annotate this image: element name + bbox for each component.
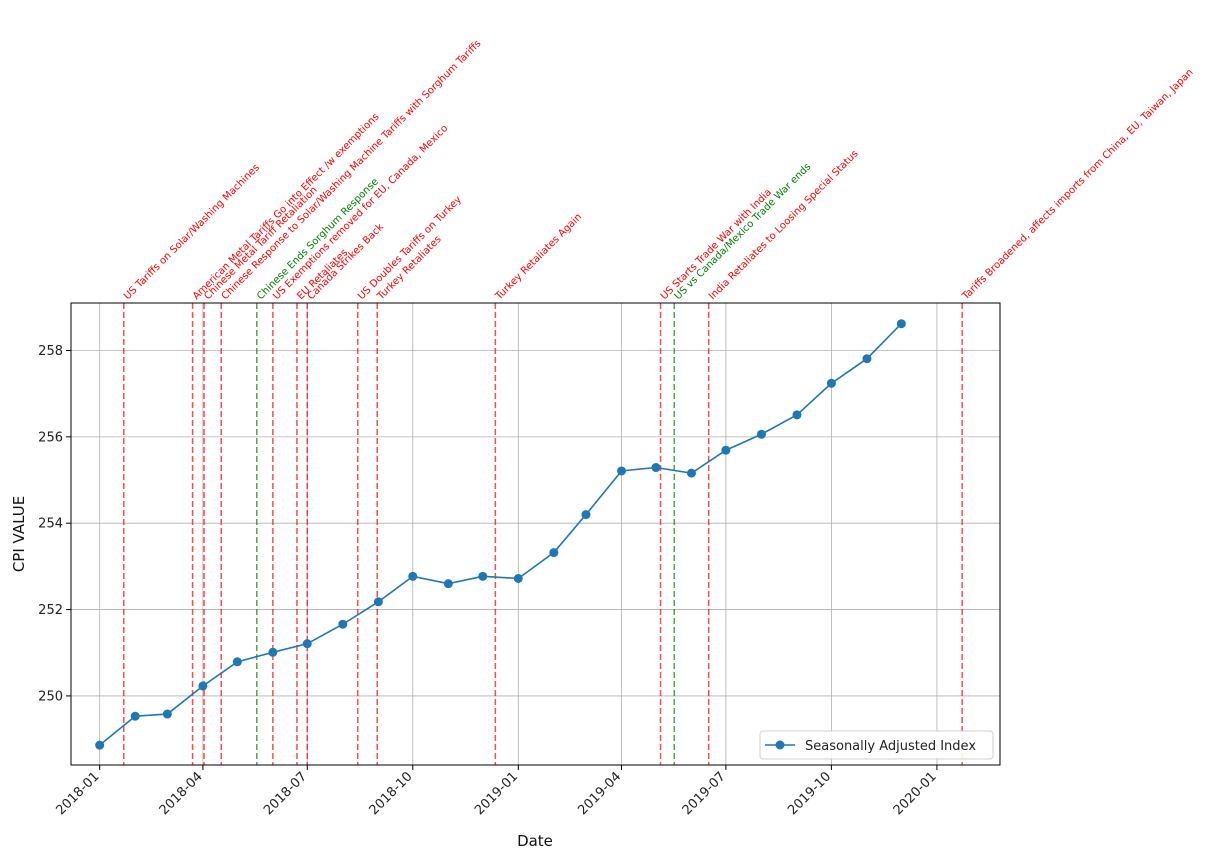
plot-frame bbox=[70, 302, 1001, 766]
data-point bbox=[617, 466, 627, 476]
legend-marker-swatch bbox=[775, 740, 785, 750]
data-point bbox=[130, 711, 140, 721]
series-line bbox=[99, 323, 902, 746]
data-point bbox=[95, 740, 105, 750]
data-point bbox=[302, 639, 312, 649]
data-point bbox=[162, 709, 172, 719]
y-axis: 250 252 254 256 258 bbox=[38, 344, 71, 704]
data-point bbox=[686, 468, 696, 478]
x-tick-label: 2018-04 bbox=[157, 769, 206, 818]
event-label: Turkey Retaliates Again bbox=[493, 212, 584, 303]
x-axis-label: Date bbox=[517, 832, 553, 850]
y-tick-label: 258 bbox=[38, 344, 63, 359]
data-point bbox=[792, 410, 802, 420]
data-point bbox=[443, 579, 453, 589]
legend: Seasonally Adjusted Index bbox=[759, 730, 994, 760]
x-tick-label: 2018-10 bbox=[367, 769, 416, 818]
x-tick-label: 2019-07 bbox=[680, 769, 729, 818]
legend-label: Seasonally Adjusted Index bbox=[805, 739, 976, 754]
x-tick-label: 2020-01 bbox=[891, 769, 940, 818]
data-point bbox=[232, 657, 242, 667]
event-label: US Doubles Tariffs on Turkey bbox=[356, 194, 464, 302]
data-point bbox=[268, 647, 278, 657]
data-point bbox=[862, 354, 872, 364]
grid-lines bbox=[71, 303, 1000, 765]
data-point bbox=[338, 619, 348, 629]
data-point bbox=[896, 319, 906, 329]
data-point bbox=[826, 378, 836, 388]
data-point bbox=[721, 445, 731, 455]
event-label: Tariffs Broadened, affects imports from … bbox=[960, 67, 1196, 303]
y-tick-label: 254 bbox=[38, 517, 63, 532]
series-layer bbox=[95, 319, 906, 750]
y-tick-label: 250 bbox=[38, 689, 63, 704]
x-tick-label: 2018-01 bbox=[53, 769, 102, 818]
data-point bbox=[549, 548, 559, 558]
data-point bbox=[756, 429, 766, 439]
x-tick-label: 2019-10 bbox=[785, 769, 834, 818]
x-axis: 2018-01 2018-04 2018-07 2018-10 2019-01 2019-… bbox=[53, 765, 940, 818]
x-tick-label: 2019-04 bbox=[575, 769, 624, 818]
data-point bbox=[373, 597, 383, 607]
data-point bbox=[651, 463, 661, 473]
data-point bbox=[198, 681, 208, 691]
legend-box bbox=[759, 730, 994, 760]
data-point bbox=[513, 573, 523, 583]
data-point bbox=[478, 571, 488, 581]
y-axis-label: CPI VALUE bbox=[10, 496, 28, 572]
data-point bbox=[581, 510, 591, 520]
y-tick-label: 252 bbox=[38, 603, 63, 618]
x-tick-label: 2019-01 bbox=[472, 769, 521, 818]
y-tick-label: 256 bbox=[38, 430, 63, 445]
event-lines: US Tariffs on Solar/Washing MachinesAmer… bbox=[122, 38, 1196, 765]
x-tick-label: 2018-07 bbox=[261, 769, 310, 818]
data-point bbox=[408, 571, 418, 581]
event-label: US vs Canada/Mexico Trade War ends bbox=[673, 161, 814, 302]
